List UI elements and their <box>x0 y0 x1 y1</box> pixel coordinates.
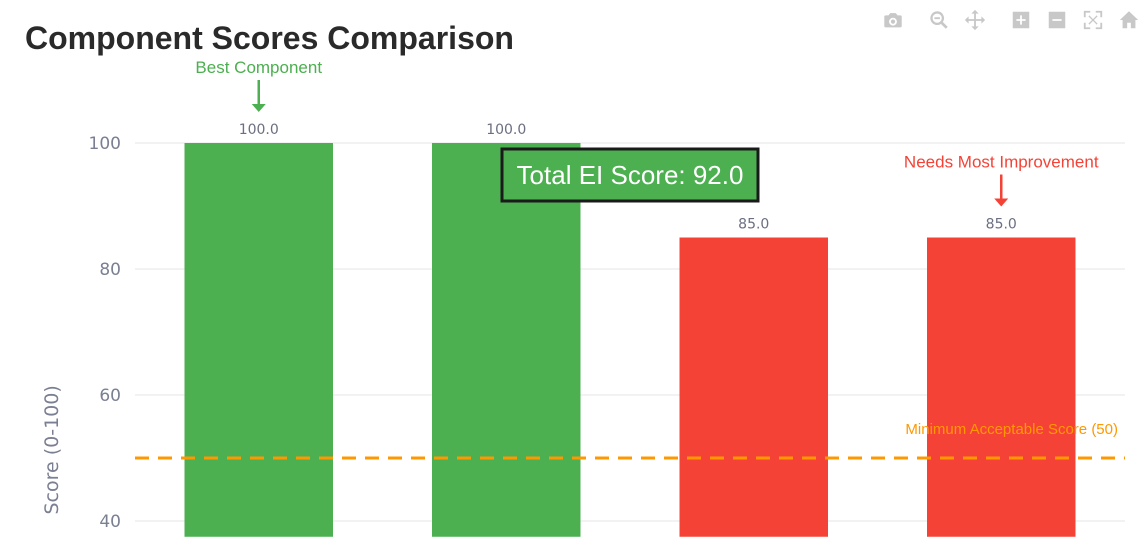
pan-icon[interactable] <box>963 8 987 32</box>
bar <box>184 143 333 537</box>
zoom-out-icon[interactable] <box>1045 8 1069 32</box>
bar <box>679 237 828 537</box>
y-axis: 40 60 80 100 Score (0-100) <box>41 134 121 532</box>
autoscale-icon[interactable] <box>1081 8 1105 32</box>
annotation-arrowhead <box>994 198 1009 207</box>
annotation-text: Best Component <box>195 58 322 77</box>
y-axis-title: Score (0-100) <box>41 385 63 514</box>
zoom-in-icon[interactable] <box>1009 8 1033 32</box>
data-label: 100.0 <box>486 122 526 138</box>
data-label: 85.0 <box>986 217 1017 233</box>
summary-box: Total EI Score: 92.0 <box>500 147 760 203</box>
annotation-arrowhead <box>251 104 266 112</box>
data-labels: 100.0 100.0 85.0 85.0 <box>239 122 1017 233</box>
zoom-icon[interactable] <box>927 8 951 32</box>
annotation-text: Needs Most Improvement <box>904 153 1099 172</box>
summary-box-background <box>500 147 760 203</box>
camera-icon[interactable] <box>881 8 905 32</box>
y-tick-label: 40 <box>99 512 121 532</box>
reference-line-label: Minimum Acceptable Score (50) <box>905 421 1118 438</box>
bar <box>927 237 1076 537</box>
bars <box>184 143 1076 537</box>
y-tick-label: 100 <box>89 134 121 154</box>
bar <box>432 143 581 537</box>
y-tick-label: 60 <box>99 386 121 406</box>
modebar <box>869 6 1141 34</box>
data-label: 100.0 <box>239 122 279 138</box>
annotations: Best Component Needs Most Improvement <box>195 58 1099 207</box>
data-label: 85.0 <box>738 217 769 233</box>
reference-line-group: Minimum Acceptable Score (50) <box>135 421 1125 460</box>
chart-title: Component Scores Comparison <box>25 20 514 56</box>
summary-box-text: Total EI Score: 92.0 <box>517 160 744 190</box>
home-icon[interactable] <box>1117 8 1141 32</box>
y-tick-label: 80 <box>99 260 121 280</box>
